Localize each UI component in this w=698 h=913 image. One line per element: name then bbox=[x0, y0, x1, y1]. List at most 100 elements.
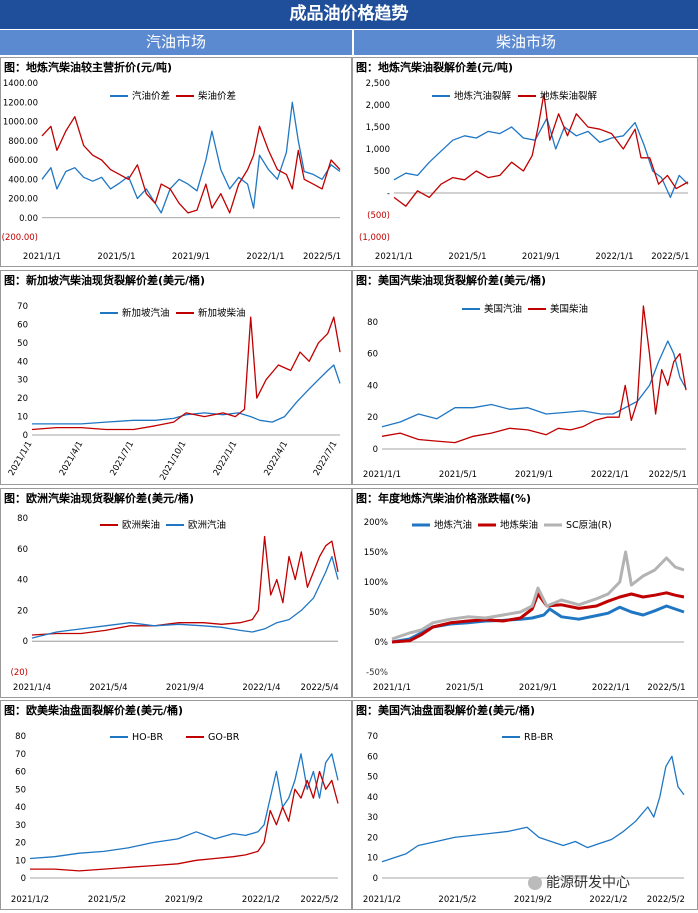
chart-frame bbox=[0, 270, 352, 485]
x-tick-label: 2021/5/2 bbox=[438, 895, 476, 905]
x-tick-label: 2021/5/2 bbox=[88, 895, 126, 905]
series-line bbox=[30, 770, 339, 872]
legend-label: 欧洲汽油 bbox=[188, 519, 226, 531]
y-tick-label: 70 bbox=[367, 732, 378, 742]
y-tick-label: 50% bbox=[369, 608, 388, 618]
legend-label: 地炼汽油 bbox=[434, 519, 472, 531]
watermark-text: 能源研发中心 bbox=[546, 875, 630, 891]
y-tick-label: 2,500 bbox=[366, 79, 390, 89]
chart-title: 图：年度地炼汽柴油价格涨跌幅(%) bbox=[356, 491, 531, 505]
y-tick-label: 800.00 bbox=[8, 137, 38, 147]
section-gasoline-market: 汽油市场 bbox=[0, 30, 352, 55]
y-tick-label: 70 bbox=[17, 302, 28, 312]
legend-label: 美国柴油 bbox=[550, 303, 588, 315]
y-tick-label: 0 bbox=[373, 874, 378, 884]
x-tick-label: 2021/1/2 bbox=[363, 895, 401, 905]
legend-label: SC原油(R) bbox=[566, 519, 612, 531]
x-tick-label: 2021/9/4 bbox=[166, 683, 204, 693]
x-tick-label: 2021/5/1 bbox=[448, 252, 486, 262]
x-tick-label: 2022/5/2 bbox=[300, 895, 338, 905]
y-tick-label: 50 bbox=[367, 773, 378, 783]
chart-title: 图：地炼汽柴油裂解价差(元/吨) bbox=[356, 60, 513, 74]
y-tick-label: 10 bbox=[17, 413, 28, 423]
chart-us-spot-crack: 图：美国汽柴油现货裂解价差(美元/桶) 80 60 40 20 0 2021/1/1 2021… bbox=[352, 270, 698, 485]
y-tick-label: 600.00 bbox=[8, 156, 38, 166]
y-tick-label: 80 bbox=[15, 732, 26, 742]
y-tick-label: 100% bbox=[364, 578, 388, 588]
y-tick-label: 0 bbox=[373, 445, 378, 455]
x-tick-label: 2021/1/2 bbox=[11, 895, 49, 905]
x-tick-label: 2022/1/4 bbox=[242, 683, 280, 693]
chart-local-vs-main-discount: 图：地炼汽柴油较主营折价(元/吨) 1400.00 1200.00 1000.00 80… bbox=[0, 57, 352, 267]
chart-title: 图：新加坡汽柴油现货裂解价差(美元/桶) bbox=[4, 273, 205, 287]
x-tick-label: 2022/1/1 bbox=[595, 252, 633, 262]
section-diesel-market: 柴油市场 bbox=[354, 30, 698, 55]
series-line bbox=[391, 550, 685, 641]
series-line bbox=[29, 753, 339, 860]
y-tick-label: 400.00 bbox=[8, 175, 38, 185]
y-tick-label: 40 bbox=[17, 357, 28, 367]
y-tick-label: 10 bbox=[15, 856, 26, 866]
y-tick-label: (1,000) bbox=[359, 233, 390, 243]
x-tick-label: 2022/5/4 bbox=[301, 683, 339, 693]
y-tick-label: 20 bbox=[17, 394, 28, 404]
legend-label: 美国汽油 bbox=[484, 303, 522, 315]
y-tick-label: 60 bbox=[367, 350, 378, 360]
y-tick-label: -50% bbox=[366, 668, 388, 678]
chart-title: 图：美国汽柴油现货裂解价差(美元/桶) bbox=[356, 273, 546, 287]
chart-title: 图：美国汽油盘面裂解价差(美元/桶) bbox=[356, 703, 535, 717]
watermark: 能源研发中心 bbox=[528, 872, 630, 892]
y-tick-label: (200.00) bbox=[2, 233, 38, 243]
legend-label: 地炼汽油裂解 bbox=[454, 90, 512, 102]
y-tick-label: 200.00 bbox=[8, 195, 38, 205]
chart-frame bbox=[352, 270, 698, 485]
y-tick-label: 200% bbox=[364, 518, 388, 528]
series-line bbox=[393, 93, 689, 207]
series-line bbox=[41, 116, 341, 214]
y-tick-label: 20 bbox=[17, 606, 28, 616]
chart-singapore-crack: 图：新加坡汽柴油现货裂解价差(美元/桶) 70 60 50 40 30 20 10 0 2021/… bbox=[0, 270, 352, 485]
x-tick-label: 2022/1/2 bbox=[589, 895, 627, 905]
x-tick-label: 2021/9/2 bbox=[165, 895, 203, 905]
y-tick-label: 30 bbox=[15, 821, 26, 831]
y-tick-label: 20 bbox=[15, 839, 26, 849]
legend-label: RB-BR bbox=[524, 732, 554, 743]
y-tick-label: 1200.00 bbox=[3, 98, 38, 108]
y-tick-label: 70 bbox=[15, 750, 26, 760]
series-line bbox=[32, 364, 341, 425]
y-tick-label: 60 bbox=[367, 752, 378, 762]
x-tick-label: 2022/5/1 bbox=[303, 252, 341, 262]
wechat-icon bbox=[528, 876, 542, 890]
chart-annual-change: 图：年度地炼汽柴油价格涨跌幅(%) 200% 150% 100% 50% 0% -50% 20… bbox=[352, 488, 698, 698]
legend-label: 欧洲柴油 bbox=[122, 519, 160, 531]
chart-europe-spot-crack: 图：欧洲汽柴油现货裂解价差(美元/桶) 80 60 40 20 0 (20) 2021/1/4… bbox=[0, 488, 352, 698]
y-tick-label: 150% bbox=[364, 548, 388, 558]
legend-label: 地炼柴油裂解 bbox=[540, 90, 598, 102]
y-tick-label: 80 bbox=[367, 318, 378, 328]
legend-label: GO-BR bbox=[208, 732, 240, 743]
chart-local-crack-spread: 图：地炼汽柴油裂解价差(元/吨) 2,500 2,000 1,500 1,000 500 -… bbox=[352, 57, 698, 267]
y-tick-label: 1,000 bbox=[366, 145, 390, 155]
x-tick-label: 2022/5/1 bbox=[647, 683, 685, 693]
y-tick-label: 500 bbox=[374, 167, 390, 177]
series-line bbox=[41, 101, 341, 214]
chart-frame bbox=[0, 57, 352, 267]
y-tick-label: 0 bbox=[23, 431, 28, 441]
y-tick-label: 20 bbox=[367, 413, 378, 423]
chart-title: 图：欧美柴油盘面裂解价差(美元/桶) bbox=[4, 703, 183, 717]
y-tick-label: 20 bbox=[367, 833, 378, 843]
y-tick-label: 30 bbox=[367, 813, 378, 823]
chart-title: 图：地炼汽柴油较主营折价(元/吨) bbox=[4, 60, 172, 74]
y-tick-label: 2,000 bbox=[366, 101, 390, 111]
x-tick-label: 2022/1/1 bbox=[246, 252, 284, 262]
x-tick-label: 2022/1/1 bbox=[591, 470, 629, 480]
y-tick-label: 0 bbox=[21, 874, 26, 884]
x-tick-label: 2021/1/1 bbox=[363, 470, 401, 480]
legend-label: 汽油价差 bbox=[132, 90, 170, 102]
y-tick-label: 40 bbox=[367, 793, 378, 803]
y-tick-label: 40 bbox=[367, 381, 378, 391]
x-tick-label: 2021/5/1 bbox=[446, 683, 484, 693]
x-tick-label: 2021/9/1 bbox=[172, 252, 210, 262]
x-tick-label: 2021/5/4 bbox=[89, 683, 127, 693]
y-tick-label: 1400.00 bbox=[3, 79, 38, 89]
